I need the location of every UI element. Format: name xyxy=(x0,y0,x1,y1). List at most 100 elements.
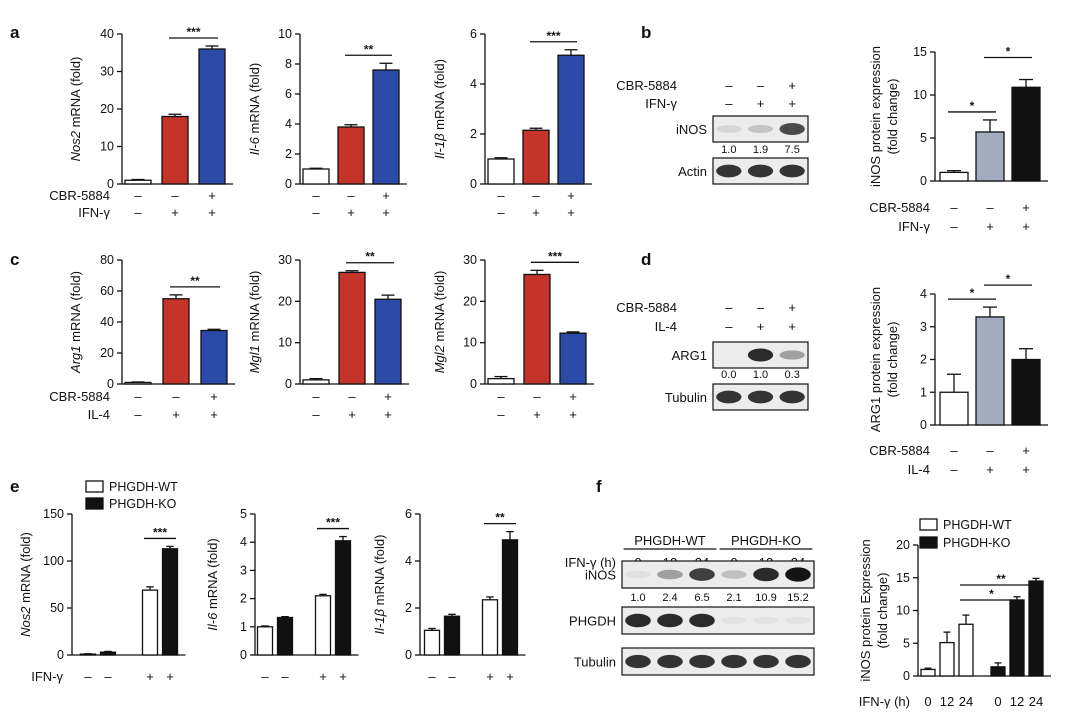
condition-symbol: – xyxy=(312,188,320,203)
bar xyxy=(559,332,587,385)
blot-band xyxy=(716,164,742,178)
y-axis-label-gene: Il-6 xyxy=(205,612,220,631)
significance-label: *** xyxy=(326,516,340,530)
y-axis-label-unit: mRNA (fold) xyxy=(432,271,447,345)
blot-band-label: Tubulin xyxy=(574,655,616,670)
significance-label: ** xyxy=(495,511,505,525)
blot-condition-symbol: + xyxy=(757,319,765,334)
y-tick-label: 4 xyxy=(285,117,292,131)
y-tick-label: 30 xyxy=(463,253,477,267)
significance-label: *** xyxy=(153,525,167,539)
significance-label: ** xyxy=(190,274,200,288)
condition-symbol: – xyxy=(261,669,269,684)
condition-symbol: – xyxy=(134,188,142,203)
panel-letter-f: f xyxy=(596,477,602,496)
bar xyxy=(302,379,330,385)
blot-condition-symbol: – xyxy=(757,300,765,315)
bar xyxy=(161,548,179,656)
blot-band xyxy=(625,654,651,669)
chart-a1: 0 10 20 30 40 Nos2 mRNA (fold) *** CBR-5884 – – + I… xyxy=(49,25,233,220)
condition-symbol: + xyxy=(1022,200,1030,215)
bar xyxy=(1011,358,1041,426)
legend-e-label-ko: PHGDH-KO xyxy=(109,497,177,511)
y-tick-label: 10 xyxy=(278,336,292,350)
y-tick-label: 5 xyxy=(240,507,247,521)
bar xyxy=(374,298,402,385)
condition-symbol: + xyxy=(986,219,994,234)
condition-symbol: – xyxy=(348,389,356,404)
y-tick-label: 20 xyxy=(463,294,477,308)
y-tick-label: 0 xyxy=(285,377,292,391)
condition-symbol: + xyxy=(567,188,575,203)
y-tick-label: 5 xyxy=(903,636,910,650)
condition-symbol: – xyxy=(347,188,355,203)
significance-label: * xyxy=(970,99,975,113)
y-tick-label: 20 xyxy=(100,346,114,360)
condition-symbol: + xyxy=(384,389,392,404)
blot-b: CBR-5884 – – + IFN-γ – + + iNOS Actin 1.0 1.9 7.5 xyxy=(616,78,809,185)
blot-band xyxy=(689,568,715,581)
y-axis-label: (fold change) xyxy=(875,573,890,649)
chart-c2: 0 10 20 30 Mgl1 mRNA (fold) ** – – + – + + xyxy=(247,250,409,422)
condition-symbol: + xyxy=(533,407,541,422)
condition-symbol: – xyxy=(950,200,958,215)
condition-symbol: + xyxy=(567,205,575,220)
blot-band xyxy=(779,122,805,136)
bar xyxy=(1028,580,1044,677)
bar xyxy=(161,115,189,185)
y-tick-label: 40 xyxy=(100,315,114,329)
condition-symbol: + xyxy=(347,205,355,220)
bar xyxy=(975,316,1005,426)
y-axis-label: Arg1 mRNA (fold) xyxy=(68,271,83,374)
blot-quant-value: 1.0 xyxy=(753,369,768,381)
legend-e-swatch-ko xyxy=(85,497,104,510)
condition-symbol: – xyxy=(281,669,289,684)
y-axis-label-unit: mRNA (fold) xyxy=(432,59,447,133)
y-tick-label: 20 xyxy=(278,294,292,308)
blot-condition-symbol: + xyxy=(788,319,796,334)
blot-d: CBR-5884 – – + IL-4 – + + ARG1 Tubulin 0.0 1.0 0.3 xyxy=(616,300,809,411)
condition-symbol: + xyxy=(1022,443,1030,458)
blot-band xyxy=(657,613,683,628)
y-tick-label: 0 xyxy=(405,648,412,662)
bar xyxy=(501,539,519,656)
condition-symbol: – xyxy=(497,188,505,203)
blot-condition-symbol: + xyxy=(788,78,796,93)
condition-symbol: + xyxy=(382,205,390,220)
condition-symbol: + xyxy=(208,205,216,220)
condition-symbol: + xyxy=(210,389,218,404)
bar xyxy=(314,595,332,656)
y-axis-label: iNOS protein Expression xyxy=(858,539,873,681)
blot-group-label: PHGDH-WT xyxy=(634,533,706,548)
condition-symbol: – xyxy=(950,219,958,234)
y-axis-label: Mgl1 mRNA (fold) xyxy=(247,271,262,374)
condition-symbol: – xyxy=(171,188,179,203)
y-tick-label: 6 xyxy=(470,27,477,41)
bar xyxy=(958,623,974,677)
blot-quant-value: 1.0 xyxy=(630,592,645,604)
condition-symbol: + xyxy=(319,669,327,684)
y-tick-label: 40 xyxy=(100,27,114,41)
blot-quant-value: 1.9 xyxy=(753,144,768,156)
y-tick-label: 3 xyxy=(240,563,247,577)
blot-band xyxy=(716,390,742,404)
condition-symbol: – xyxy=(533,389,541,404)
condition-row-label: CBR-5884 xyxy=(49,188,110,203)
panel-letter-c: c xyxy=(10,250,19,269)
bar xyxy=(200,329,228,385)
y-axis-label-unit: mRNA (fold) xyxy=(205,538,220,612)
y-tick-label: 0 xyxy=(240,648,247,662)
y-axis-label-unit: mRNA (fold) xyxy=(372,535,387,609)
blot-band xyxy=(721,616,747,625)
bar xyxy=(939,391,969,426)
y-axis-label: (fold change) xyxy=(885,79,900,155)
blot-quant-value: 6.5 xyxy=(694,592,709,604)
blot-group-label: PHGDH-KO xyxy=(731,533,801,548)
blot-condition-symbol: – xyxy=(725,319,733,334)
y-tick-label: 4 xyxy=(920,287,927,301)
condition-symbol: + xyxy=(986,462,994,477)
blot-band xyxy=(747,164,774,178)
condition-symbol: + xyxy=(569,389,577,404)
y-tick-label: 10 xyxy=(896,604,910,618)
blot-band xyxy=(657,569,683,580)
